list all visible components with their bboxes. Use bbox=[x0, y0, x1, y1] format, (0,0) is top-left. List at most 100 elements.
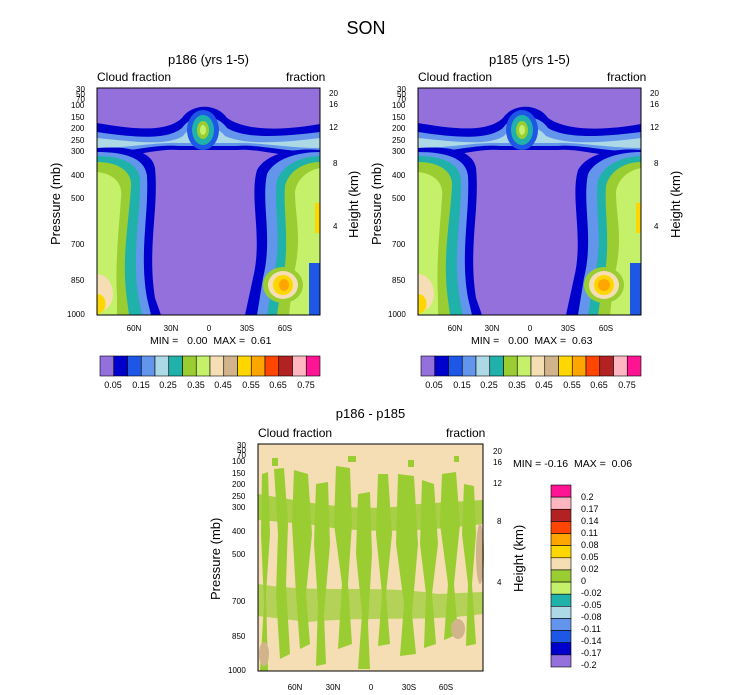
ytick: 700 bbox=[71, 240, 85, 249]
max-value: 0.61 bbox=[251, 335, 272, 347]
ytick: 500 bbox=[392, 194, 406, 203]
plot-frame bbox=[96, 87, 321, 316]
colorbar-swatch bbox=[195, 355, 211, 377]
colorbar-label: 0.45 bbox=[214, 380, 232, 390]
panel-title: p185 (yrs 1-5) bbox=[489, 52, 570, 67]
colorbar-swatch bbox=[550, 533, 572, 546]
left-string: Cloud fraction bbox=[418, 70, 493, 84]
panel-title: p186 - p185 bbox=[335, 406, 406, 421]
ytick: 250 bbox=[392, 136, 406, 145]
ytick: 500 bbox=[71, 194, 85, 203]
colorbar-swatch bbox=[613, 355, 628, 377]
colorbar-swatch bbox=[516, 355, 532, 377]
colorbar-label: 0.02 bbox=[581, 564, 599, 574]
xtick: 30N bbox=[163, 324, 179, 333]
heatmap-plot bbox=[96, 87, 321, 316]
ytick: 300 bbox=[392, 147, 406, 156]
ytick: 300 bbox=[71, 147, 85, 156]
xtick: 30S bbox=[239, 324, 255, 333]
max-value: 0.63 bbox=[572, 335, 593, 347]
colorbar-swatch bbox=[209, 355, 225, 377]
min-max-readout: MIN = -0.16 MAX = 0.06 bbox=[513, 458, 632, 470]
colorbar-swatch bbox=[550, 593, 572, 607]
min-value: 0.00 bbox=[508, 335, 529, 347]
xtick: 60S bbox=[277, 324, 293, 333]
ytick: 100 bbox=[392, 101, 406, 110]
y-axis-title-right: Height (km) bbox=[346, 170, 361, 238]
ytick: 700 bbox=[392, 240, 406, 249]
ytick: 150 bbox=[232, 469, 246, 478]
ytick: 50 bbox=[76, 90, 85, 99]
ytick-right: 16 bbox=[493, 458, 502, 467]
ytick-right: 4 bbox=[654, 222, 659, 231]
ytick-right: 20 bbox=[493, 447, 502, 456]
min-label: MIN = bbox=[150, 335, 179, 347]
colorbar-label: 0.11 bbox=[581, 528, 598, 538]
ytick-right: 16 bbox=[329, 100, 338, 109]
colorbar-swatch bbox=[550, 642, 572, 656]
colorbar-swatch bbox=[278, 355, 293, 377]
left-lobe-gold bbox=[418, 294, 427, 314]
page-title: SON bbox=[346, 18, 386, 38]
diff-spot bbox=[348, 456, 356, 462]
max-label: MAX = bbox=[574, 458, 606, 470]
colorbar-swatch bbox=[237, 355, 252, 377]
diff-streak bbox=[356, 492, 372, 669]
colorbar bbox=[99, 355, 321, 377]
right-lobe-core bbox=[279, 279, 289, 291]
colorbar-label: 0.05 bbox=[104, 380, 122, 390]
y-axis-title-right: Height (km) bbox=[668, 170, 683, 238]
colorbar-swatch bbox=[223, 355, 238, 377]
colorbar-label: 0.25 bbox=[480, 380, 498, 390]
colorbar-label: 0.25 bbox=[159, 380, 177, 390]
colorbar-swatch bbox=[182, 355, 197, 377]
xtick: 0 bbox=[368, 683, 374, 692]
colorbar-swatch bbox=[154, 355, 170, 377]
ytick: 300 bbox=[232, 503, 246, 512]
colorbar-label: 0.08 bbox=[581, 540, 599, 550]
right-edge-blue bbox=[630, 263, 641, 315]
ytick: 50 bbox=[397, 90, 406, 99]
ytick-right: 12 bbox=[493, 479, 502, 488]
min-value: -0.16 bbox=[544, 458, 569, 470]
colorbar-label: 0.14 bbox=[581, 516, 599, 526]
colorbar-label: -0.08 bbox=[581, 612, 602, 622]
diff-spot bbox=[408, 460, 414, 467]
diff-spot bbox=[454, 456, 459, 462]
ytick: 400 bbox=[71, 171, 85, 180]
ytick: 70 bbox=[76, 95, 85, 104]
colorbar-swatch bbox=[558, 355, 573, 377]
colorbar-swatch bbox=[599, 355, 614, 377]
ytick: 1000 bbox=[388, 310, 406, 319]
colorbar-label: 0.55 bbox=[563, 380, 581, 390]
xtick: 60S bbox=[598, 324, 614, 333]
colorbar-swatch bbox=[550, 496, 572, 510]
ytick: 500 bbox=[232, 550, 246, 559]
ytick: 30 bbox=[397, 85, 406, 94]
colorbar-swatch bbox=[461, 355, 477, 377]
ytick-right: 4 bbox=[497, 578, 502, 587]
right-lobe-core bbox=[598, 279, 610, 291]
ytick-right: 4 bbox=[333, 222, 338, 231]
max-label: MAX = bbox=[534, 335, 567, 347]
colorbar-label: -0.05 bbox=[581, 600, 602, 610]
colorbar-swatch bbox=[550, 606, 572, 619]
left-string: Cloud fraction bbox=[258, 426, 333, 440]
diff-streak bbox=[260, 472, 270, 671]
colorbar-swatch bbox=[434, 355, 449, 377]
ytick-right: 20 bbox=[650, 89, 659, 98]
colorbar-label: -0.11 bbox=[581, 624, 601, 634]
diff-positive bbox=[451, 619, 465, 639]
colorbar-label: 0.45 bbox=[535, 380, 553, 390]
ytick-right: 8 bbox=[654, 159, 659, 168]
diff-spot bbox=[272, 458, 278, 466]
colorbar-label: 0.65 bbox=[269, 380, 287, 390]
min-max-readout: MIN = 0.00 MAX = 0.63 bbox=[471, 335, 592, 347]
colorbar-swatch bbox=[550, 630, 572, 644]
left-string: Cloud fraction bbox=[97, 70, 172, 84]
ytick: 200 bbox=[392, 124, 406, 133]
ytick-right: 20 bbox=[329, 89, 338, 98]
xtick: 60N bbox=[447, 324, 463, 333]
colorbar-swatch bbox=[550, 581, 572, 595]
ytick: 1000 bbox=[67, 310, 85, 319]
